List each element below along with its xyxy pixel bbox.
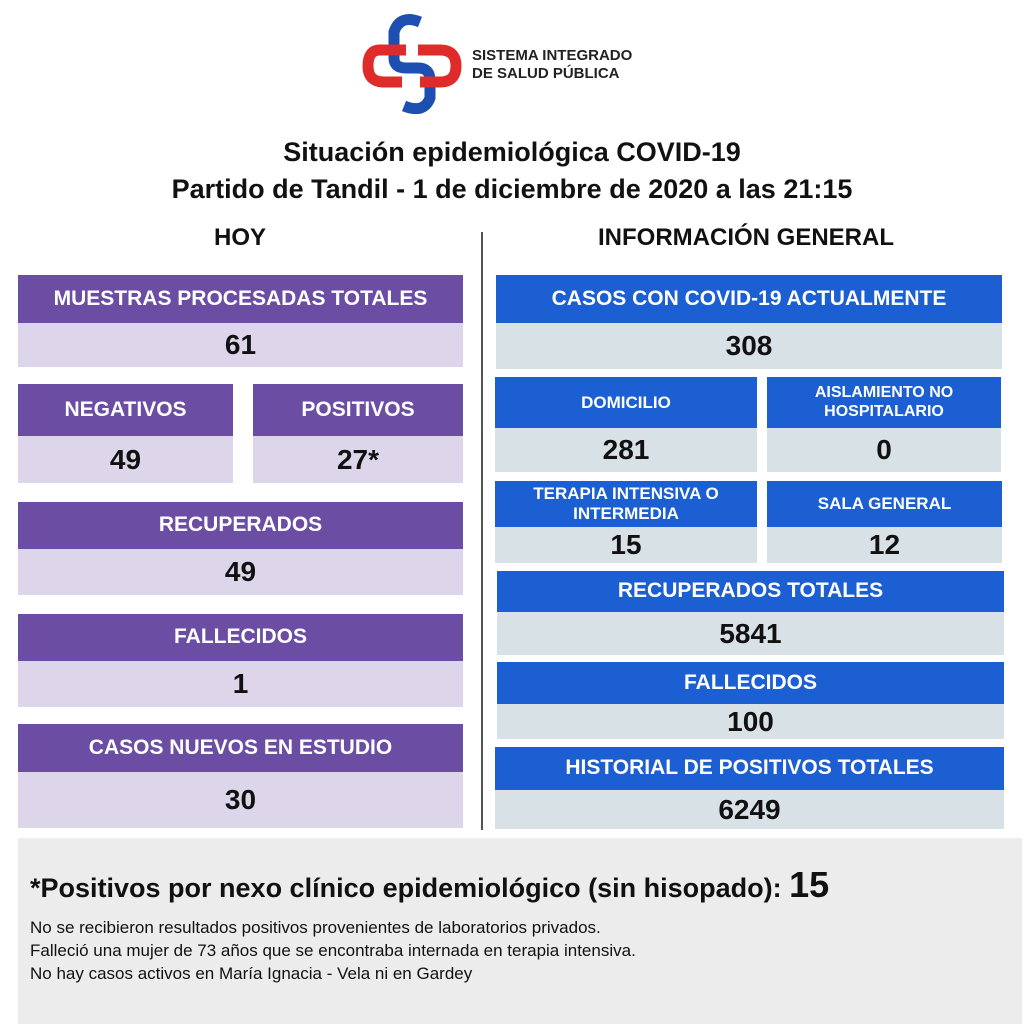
logo-mark (362, 14, 462, 114)
box-value-text: 100 (727, 705, 774, 737)
box-value: 30 (18, 772, 463, 828)
box-value: 281 (495, 428, 757, 472)
box-header-text: RECUPERADOS TOTALES (617, 579, 884, 603)
box-value-text: 27* (336, 443, 380, 475)
box-header: AISLAMIENTO NO HOSPITALARIO (767, 377, 1001, 428)
box-value: 100 (497, 704, 1004, 739)
logo-line: DE SALUD PÚBLICA (472, 65, 620, 82)
box-header: CASOS NUEVOS EN ESTUDIO (18, 724, 463, 772)
box-header-text: NEGATIVOS (64, 397, 187, 421)
footer-line: No se recibieron resultados positivos pr… (30, 918, 601, 937)
box-header-text: FALLECIDOS (173, 625, 307, 649)
box-value: 5841 (497, 612, 1004, 655)
page-subtitle: Partido de Tandil - 1 de diciembre de 20… (171, 174, 853, 204)
box-header-text: CASOS CON COVID-19 ACTUALMENTE (551, 286, 947, 310)
box-value-text: 0 (876, 434, 892, 465)
box-value: 12 (767, 527, 1002, 563)
box-value: 308 (496, 323, 1002, 369)
note-value: 15 (789, 864, 830, 905)
box-value-text: 12 (868, 529, 901, 560)
box-value-text: 281 (602, 434, 650, 465)
divider (481, 232, 483, 830)
box-header: FALLECIDOS (497, 662, 1004, 704)
box-value-text: 6249 (718, 793, 781, 825)
box-value: 6249 (495, 790, 1004, 829)
column-title: HOY (213, 224, 266, 251)
box-header-text: FALLECIDOS (683, 670, 817, 694)
box-header: RECUPERADOS (18, 502, 463, 549)
box-value: 1 (18, 661, 463, 707)
box-header-text: SALA GENERAL (817, 494, 952, 514)
box-value-text: 49 (224, 556, 257, 587)
box-value: 61 (18, 323, 463, 367)
box-header-text: CASOS NUEVOS EN ESTUDIO (88, 735, 393, 759)
box-value: 27* (253, 436, 463, 483)
box-value-text: 30 (224, 784, 257, 815)
box-header: FALLECIDOS (18, 614, 463, 661)
box-header: HISTORIAL DE POSITIVOS TOTALES (495, 747, 1004, 790)
box-header: TERAPIA INTENSIVA O INTERMEDIA (495, 481, 757, 527)
box-header: MUESTRAS PROCESADAS TOTALES (18, 275, 463, 323)
box-value-text: 1 (232, 668, 249, 699)
note-label: *Positivos por nexo clínico epidemiológi… (30, 873, 782, 903)
box-header: RECUPERADOS TOTALES (497, 571, 1004, 612)
logo-line: SISTEMA INTEGRADO (472, 47, 633, 64)
box-header-text: AISLAMIENTO NO HOSPITALARIO (814, 384, 954, 420)
box-header: SALA GENERAL (767, 481, 1002, 527)
page-title: Situación epidemiológica COVID-19 (283, 137, 741, 167)
box-value: 15 (495, 527, 757, 563)
box-header-text: MUESTRAS PROCESADAS TOTALES (53, 286, 428, 310)
box-header-text: RECUPERADOS (158, 513, 323, 537)
box-header-text: HISTORIAL DE POSITIVOS TOTALES (565, 756, 934, 780)
footer-line: Falleció una mujer de 73 años que se enc… (30, 941, 636, 960)
box-value-text: 5841 (719, 617, 782, 649)
box-header-text: POSITIVOS (301, 397, 415, 421)
box-value-text: 49 (109, 443, 142, 475)
box-header: CASOS CON COVID-19 ACTUALMENTE (496, 275, 1002, 323)
box-header-text: DOMICILIO (581, 392, 671, 412)
column-title: INFORMACIÓN GENERAL (598, 224, 894, 251)
box-value: 49 (18, 436, 233, 483)
box-header: POSITIVOS (253, 384, 463, 436)
box-header-text: TERAPIA INTENSIVA O INTERMEDIA (533, 484, 719, 523)
box-header: NEGATIVOS (18, 384, 233, 436)
footer-panel: *Positivos por nexo clínico epidemiológi… (18, 838, 1022, 1024)
box-value-text: 15 (610, 529, 642, 560)
logo-text: SISTEMA INTEGRADO DE SALUD PÚBLICA (472, 47, 632, 83)
box-header: DOMICILIO (495, 377, 757, 428)
footer-line: No hay casos activos en María Ignacia - … (30, 964, 473, 983)
box-value-text: 61 (224, 329, 257, 360)
footer-note: *Positivos por nexo clínico epidemiológi… (30, 864, 829, 906)
box-value-text: 308 (725, 330, 773, 361)
box-value: 0 (767, 428, 1001, 472)
box-value: 49 (18, 549, 463, 595)
